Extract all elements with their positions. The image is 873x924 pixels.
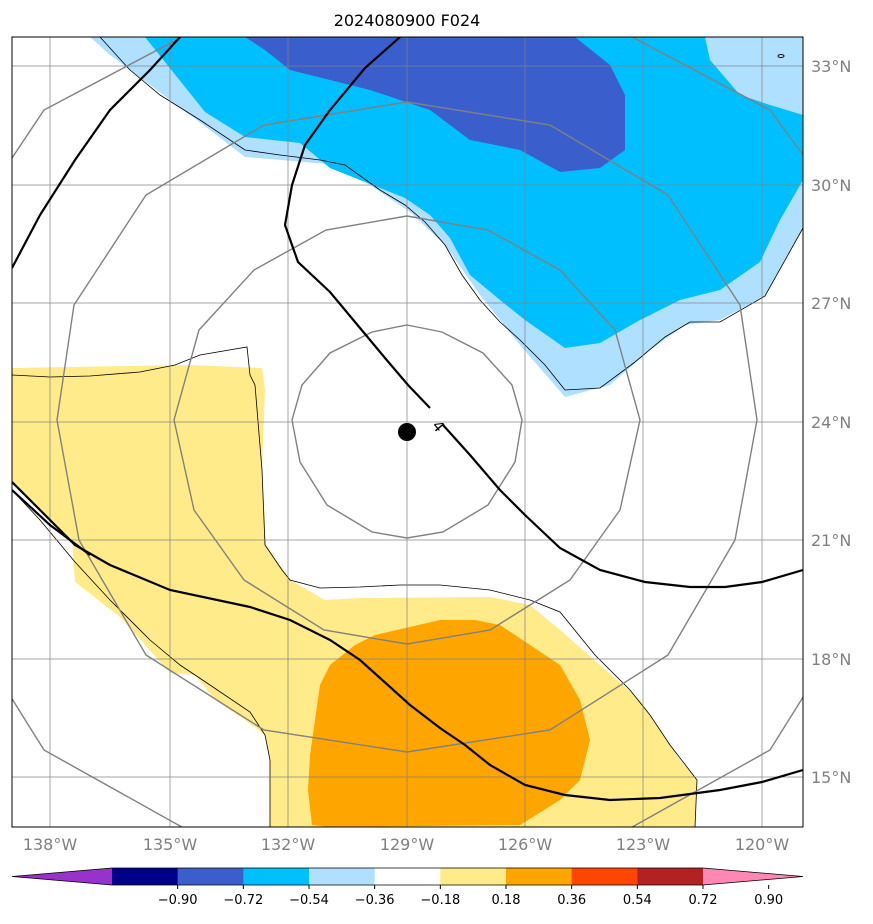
blue-region <box>145 37 803 348</box>
lon-tick-label: 120°W <box>735 835 790 854</box>
lat-tick-label: 30°N <box>811 176 851 195</box>
colorbar-tick-label: 0.54 <box>623 893 652 908</box>
colorbar-tick-label: 0.72 <box>689 893 718 908</box>
orange-region <box>308 620 590 827</box>
colorbar-tick-label: −0.90 <box>158 893 198 908</box>
colorbar-tick-label: −0.18 <box>420 893 460 908</box>
lat-tick-label: 18°N <box>811 650 851 669</box>
longitude-axis: 138°W 135°W 132°W 129°W 126°W 123°W 120°… <box>23 835 790 854</box>
lat-tick-label: 15°N <box>811 768 851 787</box>
lon-tick-label: 123°W <box>616 835 671 854</box>
colorbar-swatch <box>374 868 441 885</box>
latitude-axis: 33°N 30°N 27°N 24°N 21°N 18°N 15°N <box>811 57 851 787</box>
lat-tick-label: 21°N <box>811 531 851 550</box>
colorbar-swatch <box>243 868 310 885</box>
coastline <box>12 37 803 827</box>
colorbar-swatch <box>506 868 573 885</box>
colorbar-tick-label: −0.54 <box>289 893 329 908</box>
colorbar-extend-low <box>12 868 112 885</box>
lat-tick-label: 33°N <box>811 57 851 76</box>
colorbar-tick-label: 0.18 <box>492 893 521 908</box>
lat-tick-label: 27°N <box>811 294 851 313</box>
lon-tick-label: 138°W <box>23 835 78 854</box>
colorbar-swatch <box>177 868 244 885</box>
map-area: 4 <box>12 37 803 827</box>
lon-tick-label: 126°W <box>498 835 553 854</box>
contour-lines <box>12 37 803 802</box>
colorbar-swatch <box>112 868 179 885</box>
colorbar-tick-label: −0.72 <box>223 893 263 908</box>
colorbar-swatch <box>440 868 507 885</box>
graticule <box>12 37 803 827</box>
colorbar-swatch <box>309 868 376 885</box>
colorbar-swatch <box>637 868 704 885</box>
colorbar-extend-high <box>703 868 803 885</box>
lat-tick-label: 24°N <box>811 413 851 432</box>
colorbar-swatch <box>571 868 638 885</box>
storm-center-icon <box>398 423 416 441</box>
map-frame <box>11 36 804 828</box>
colorbar-tick-label: −0.36 <box>355 893 395 908</box>
colorbar-tick-label: 0.36 <box>557 893 586 908</box>
dark-blue-region <box>245 37 625 172</box>
colorbar: −0.90 −0.72 −0.54 −0.36 −0.18 0.18 0.36 0.54 0.7… <box>11 867 804 908</box>
island-marker <box>777 54 785 58</box>
colorbar-tick-label: 0.90 <box>754 893 783 908</box>
map-title: 2024080900 F024 <box>334 11 481 30</box>
lon-tick-label: 132°W <box>261 835 316 854</box>
lon-tick-label: 129°W <box>380 835 435 854</box>
colorbar-outline <box>11 867 804 886</box>
lon-tick-label: 135°W <box>143 835 198 854</box>
